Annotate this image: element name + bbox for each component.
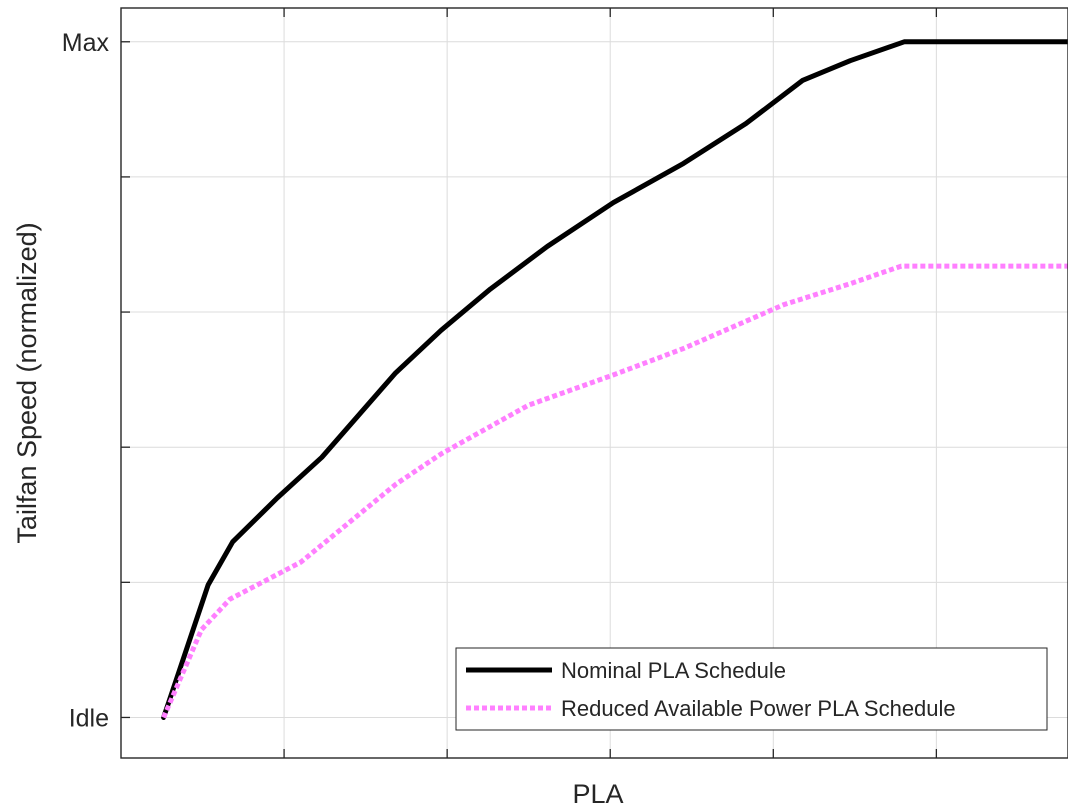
legend-box [455,647,1048,731]
plot-frame [120,7,1068,759]
legend: Nominal PLA Schedule Reduced Available P… [455,647,1048,731]
series-lines [161,39,1068,720]
y-tick-label: Idle [69,704,109,732]
series-line-nominal [161,39,1068,720]
legend-label-nominal: Nominal PLA Schedule [561,658,786,683]
axis-ticks [121,8,938,758]
y-tick-label: Max [62,29,110,57]
x-axis-label: PLA [572,779,623,805]
y-axis-label: Tailfan Speed (normalized) [12,222,42,543]
tick-labels: Idle Max [62,29,110,733]
legend-label-reduced: Reduced Available Power PLA Schedule [561,696,956,721]
series-line-reduced [161,263,1068,719]
